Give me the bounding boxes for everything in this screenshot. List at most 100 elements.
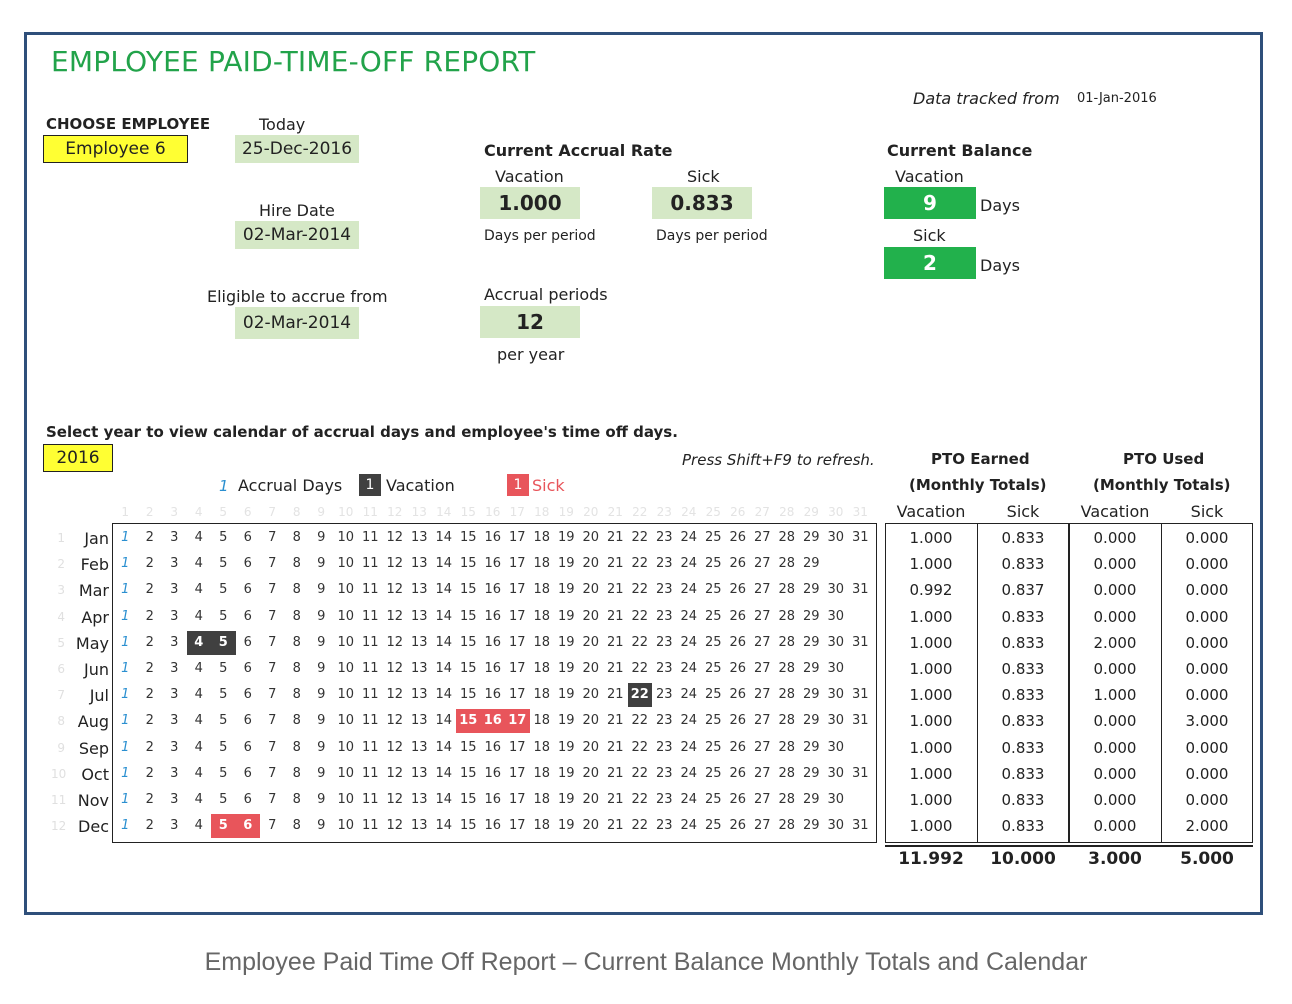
tracked-label: Data tracked from xyxy=(913,89,1060,108)
calendar-day: 11 xyxy=(361,792,379,807)
calendar-day: 27 xyxy=(753,713,771,729)
calendar-day: 22 xyxy=(631,713,649,729)
calendar-day: 23 xyxy=(655,661,673,676)
calendar-day: 19 xyxy=(557,765,575,781)
calendar-day: 11 xyxy=(361,608,379,624)
calendar-day: 3 xyxy=(170,739,179,755)
choose-employee-label: CHOOSE EMPLOYEE xyxy=(46,115,211,133)
calendar-day: 7 xyxy=(268,530,277,545)
calendar-day: 25 xyxy=(704,530,722,545)
calendar-day: 10 xyxy=(337,608,355,624)
calendar-day: 5 xyxy=(219,556,228,572)
calendar-day: 8 xyxy=(292,530,301,545)
calendar-day: 7 xyxy=(268,818,277,834)
calendar-day: 18 xyxy=(533,818,551,834)
earned-sick-jul: 0.833 xyxy=(1001,686,1045,705)
earned-divider xyxy=(977,523,978,843)
earned-vac-apr: 1.000 xyxy=(909,607,953,626)
calendar-day: 15 xyxy=(459,818,477,834)
calendar-day: 6 xyxy=(243,608,252,624)
day-header-21: 21 xyxy=(607,505,623,519)
used-sick-aug: 3.000 xyxy=(1185,712,1229,731)
calendar-day: 3 xyxy=(170,556,179,572)
calendar-day: 27 xyxy=(753,739,771,755)
earned-vac-sep: 1.000 xyxy=(909,738,953,757)
calendar-day: 5 xyxy=(219,530,228,545)
day-header-27: 27 xyxy=(754,505,770,519)
used-vac-jul: 1.000 xyxy=(1093,686,1137,705)
calendar-day: 17 xyxy=(508,687,526,703)
today-value: 25-Dec-2016 xyxy=(235,135,359,163)
calendar-day: 24 xyxy=(680,792,698,807)
calendar-day: 31 xyxy=(851,713,869,729)
day-header-26: 26 xyxy=(730,505,746,519)
figure-caption: Employee Paid Time Off Report – Current … xyxy=(204,948,1088,976)
calendar-day: 14 xyxy=(435,739,453,755)
calendar-day: 6 xyxy=(243,765,252,781)
used-vac-jun: 0.000 xyxy=(1093,660,1137,678)
totals-rule xyxy=(885,845,1253,847)
calendar-day: 29 xyxy=(802,608,820,624)
earned-sick-may: 0.833 xyxy=(1001,633,1045,652)
calendar-day: 8 xyxy=(292,582,301,598)
calendar-day: 10 xyxy=(337,765,355,781)
calendar-day: 12 xyxy=(386,739,404,755)
calendar-day: 24 xyxy=(680,713,698,729)
calendar-day: 26 xyxy=(729,713,747,729)
calendar-day: 26 xyxy=(729,687,747,703)
calendar-day: 18 xyxy=(533,582,551,598)
calendar-day: 3 xyxy=(170,661,179,676)
used-vac-mar: 0.000 xyxy=(1093,581,1137,600)
calendar-day: 2 xyxy=(145,713,154,729)
row-number: 12 xyxy=(51,819,67,834)
calendar-day: 5 xyxy=(219,739,228,755)
calendar-day: 21 xyxy=(606,792,624,807)
calendar-day: 15 xyxy=(459,661,477,676)
calendar-day: 30 xyxy=(827,608,845,624)
eligible-label: Eligible to accrue from xyxy=(207,287,388,306)
day-header-7: 7 xyxy=(268,505,277,519)
calendar-day: 22 xyxy=(631,556,649,572)
used-sick-apr: 0.000 xyxy=(1185,607,1229,626)
calendar-day: 6 xyxy=(243,739,252,755)
accrual-day: 1 xyxy=(121,687,130,703)
calendar-day: 20 xyxy=(582,608,600,624)
calendar-day: 5 xyxy=(219,661,228,676)
accrual-periods-value: 12 xyxy=(480,306,580,338)
accrual-day: 1 xyxy=(121,818,130,834)
calendar-day: 29 xyxy=(802,739,820,755)
calendar-day: 3 xyxy=(170,687,179,703)
row-number: 5 xyxy=(57,635,65,650)
calendar-day: 26 xyxy=(729,739,747,755)
calendar-day: 28 xyxy=(778,661,796,676)
earned-sick-nov: 0.833 xyxy=(1001,791,1045,809)
calendar-day: 13 xyxy=(410,634,428,650)
used-sick-nov: 0.000 xyxy=(1185,791,1229,809)
calendar-day: 27 xyxy=(753,608,771,624)
used-divider xyxy=(1161,523,1162,843)
calendar-day: 11 xyxy=(361,582,379,598)
calendar-day: 17 xyxy=(508,582,526,598)
calendar-day: 30 xyxy=(827,792,845,807)
calendar-day: 20 xyxy=(582,661,600,676)
calendar-day: 2 xyxy=(145,582,154,598)
day-header-8: 8 xyxy=(292,505,301,519)
calendar-day: 3 xyxy=(170,765,179,781)
calendar-day: 24 xyxy=(680,608,698,624)
calendar-day: 23 xyxy=(655,608,673,624)
calendar-day: 18 xyxy=(533,687,551,703)
calendar-day: 26 xyxy=(729,634,747,650)
employee-select[interactable]: Employee 6 xyxy=(43,135,188,163)
calendar-day: 26 xyxy=(729,530,747,545)
tracked-value: 01-Jan-2016 xyxy=(1077,91,1157,106)
accrual-rate-title: Current Accrual Rate xyxy=(484,141,673,160)
calendar-day: 22 xyxy=(631,765,649,781)
calendar-day: 11 xyxy=(361,739,379,755)
calendar-day: 15 xyxy=(459,608,477,624)
calendar-day: 23 xyxy=(655,634,673,650)
calendar-day: 14 xyxy=(435,661,453,676)
year-select[interactable]: 2016 xyxy=(43,444,113,472)
accrual-sick-label: Sick xyxy=(687,167,720,186)
calendar-day: 6 xyxy=(243,530,252,545)
total-used-sick: 5.000 xyxy=(1180,849,1234,869)
